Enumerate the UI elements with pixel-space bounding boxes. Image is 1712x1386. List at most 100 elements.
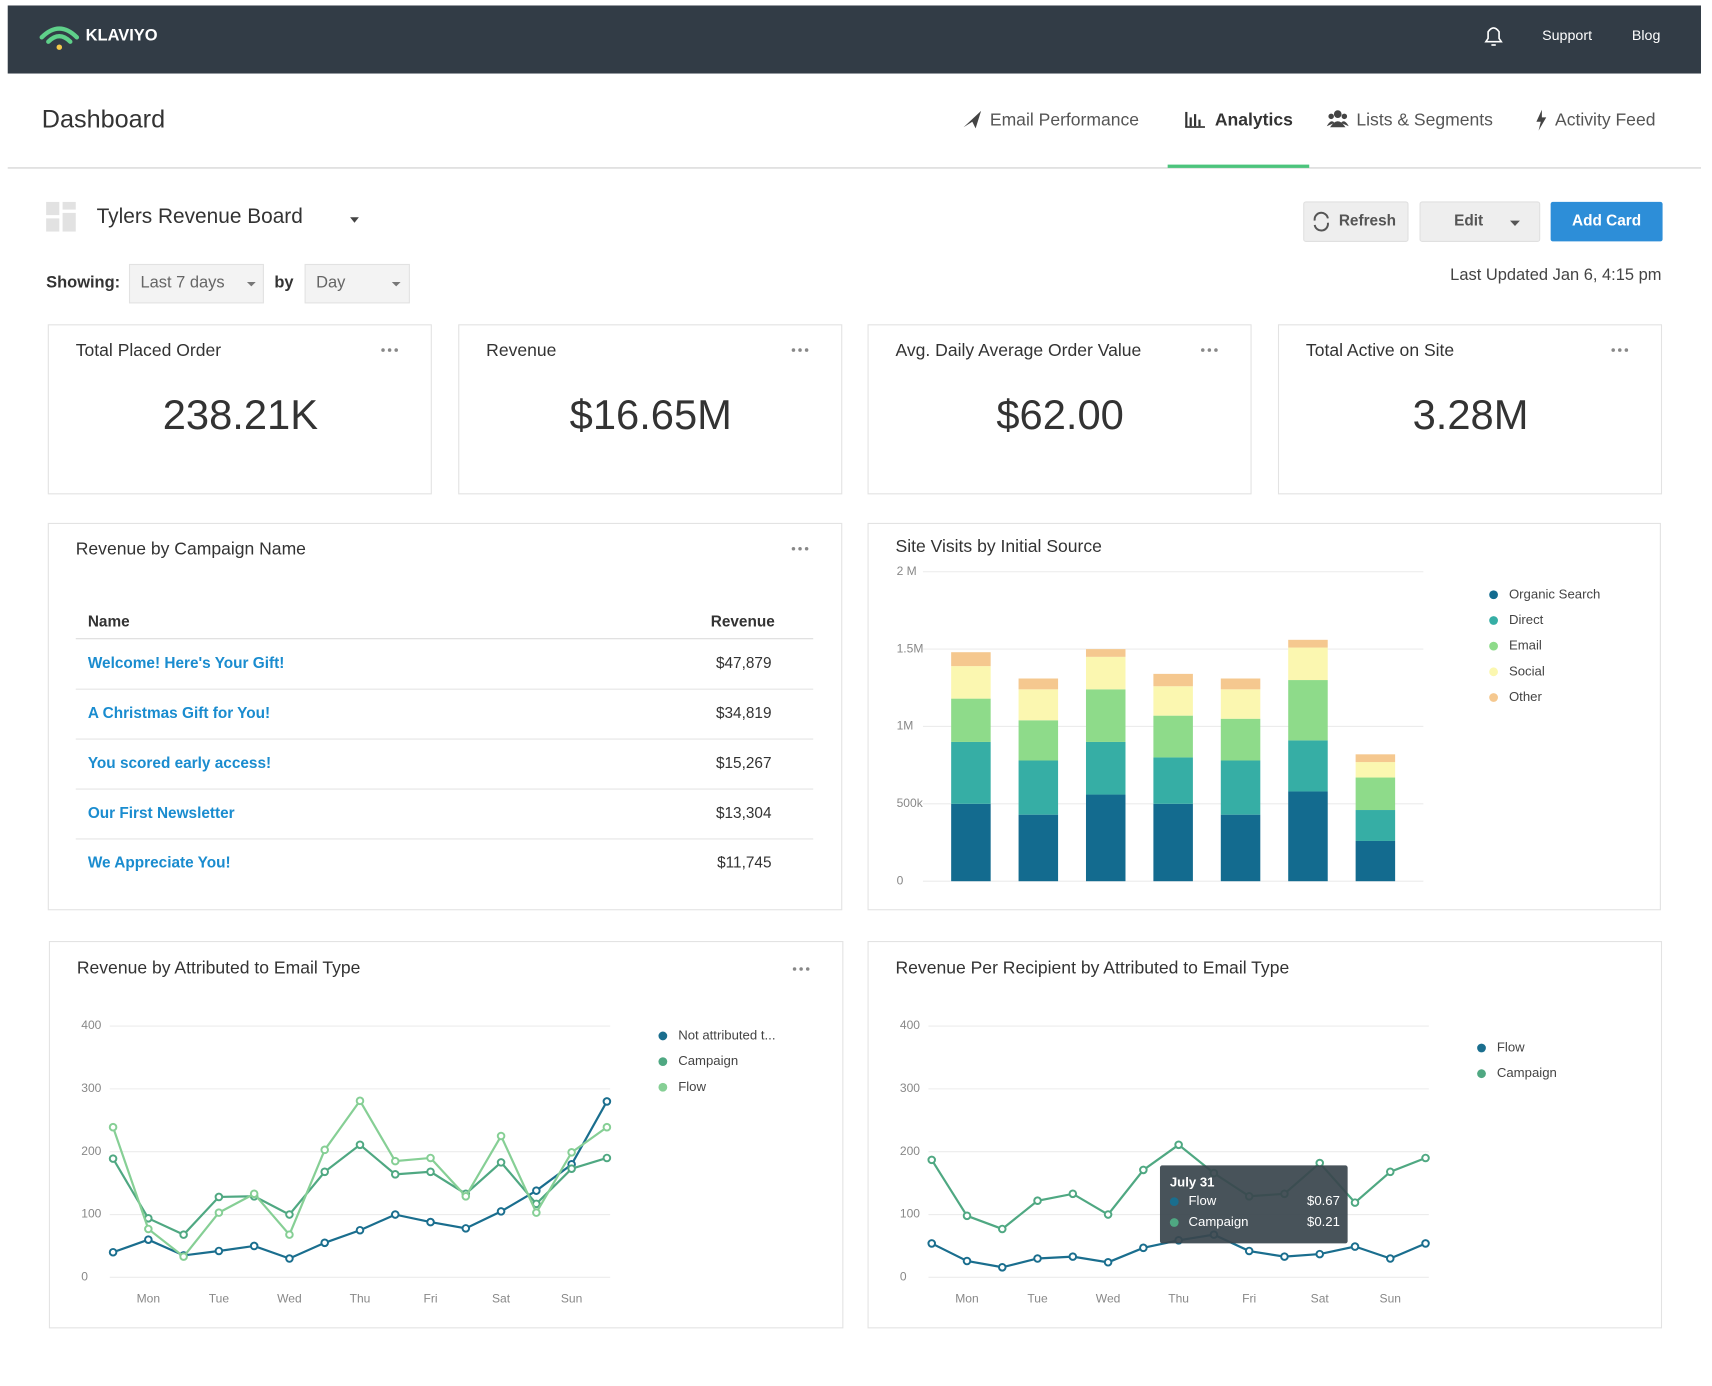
button-label[interactable]: Add Card <box>1572 213 1641 230</box>
bar-segment <box>951 652 991 667</box>
button-label[interactable]: Edit <box>1454 213 1483 230</box>
line-point <box>532 1186 541 1195</box>
bar-segment <box>1018 689 1059 721</box>
legend-label[interactable]: Campaign <box>1497 1065 1557 1080</box>
bell-icon[interactable] <box>1484 27 1503 46</box>
select-value[interactable]: Last 7 days <box>141 273 225 291</box>
bar-segment <box>1288 740 1328 792</box>
line-point <box>1068 1252 1078 1261</box>
legend-label[interactable]: Flow <box>1497 1039 1525 1054</box>
line-point <box>496 1158 506 1167</box>
line-point <box>461 1192 471 1201</box>
caret[interactable] <box>350 217 359 223</box>
logo-icon <box>39 26 80 50</box>
legend-swatch <box>658 1057 668 1067</box>
campaign-link[interactable]: You scored early access! <box>88 755 271 772</box>
menu-dot <box>799 967 803 971</box>
kpi-value: $62.00 <box>996 391 1124 438</box>
campaign-link[interactable]: We Appreciate You! <box>88 855 231 872</box>
button-label[interactable]: Refresh <box>1339 213 1396 230</box>
card-title: Revenue by Attributed to Email Type <box>77 958 361 978</box>
line-point <box>1033 1196 1042 1205</box>
revenue-cell: $34,819 <box>716 705 772 722</box>
legend-label[interactable]: Direct <box>1509 612 1544 627</box>
line-point <box>426 1217 435 1227</box>
card-menu[interactable] <box>1611 348 1629 352</box>
legend-label[interactable]: Email <box>1509 638 1542 653</box>
kpi-value: 3.28M <box>1413 391 1529 438</box>
refresh-icon <box>1313 211 1329 232</box>
board-name[interactable]: Tylers Revenue Board <box>97 205 303 228</box>
logo-text[interactable]: KLAVIYO <box>86 27 158 45</box>
card-menu[interactable] <box>792 967 810 971</box>
campaign-link[interactable]: Welcome! Here's Your Gift! <box>88 655 285 672</box>
card-title: Revenue Per Recipient by Attributed to E… <box>896 958 1290 978</box>
legend-label[interactable]: Flow <box>678 1079 706 1094</box>
header-link[interactable]: Support <box>1542 28 1592 44</box>
line-point <box>426 1167 435 1177</box>
x-tick-label: Sat <box>492 1291 511 1305</box>
legend-label[interactable]: Other <box>1509 689 1543 704</box>
bar-segment <box>951 803 991 882</box>
line-point <box>390 1156 400 1166</box>
legend-swatch <box>1477 1069 1486 1079</box>
card-menu[interactable] <box>381 348 398 352</box>
line-point <box>1103 1210 1113 1219</box>
bar-segment <box>1220 760 1261 815</box>
line-point <box>1103 1258 1113 1267</box>
x-tick-label: Fri <box>423 1291 437 1305</box>
y-tick-label: 0 <box>900 1270 907 1284</box>
legend-swatch <box>1489 667 1498 677</box>
tab-icon <box>1326 110 1349 128</box>
page-title: Dashboard <box>42 105 165 133</box>
bar-segment <box>1018 678 1059 690</box>
nav-tab[interactable]: Activity Feed <box>1555 109 1655 129</box>
x-tick-label: Sat <box>1311 1291 1330 1305</box>
line-point <box>496 1131 506 1141</box>
line-point <box>602 1097 612 1106</box>
line-point <box>532 1208 541 1217</box>
button[interactable] <box>1419 201 1541 242</box>
line-point <box>1033 1254 1042 1263</box>
select[interactable] <box>304 263 410 304</box>
nav-tab[interactable]: Email Performance <box>990 109 1139 129</box>
legend-label[interactable]: Social <box>1509 663 1545 678</box>
x-tick-label: Mon <box>137 1291 160 1305</box>
kpi-card <box>458 324 843 495</box>
tooltip-name: Flow <box>1189 1193 1217 1208</box>
select-value[interactable]: Day <box>316 273 346 291</box>
legend-label[interactable]: Organic Search <box>1509 586 1600 601</box>
header-link[interactable]: Blog <box>1632 28 1661 44</box>
card-menu[interactable] <box>791 348 809 352</box>
active-tab-underline <box>1167 164 1310 168</box>
legend-swatch <box>658 1031 668 1041</box>
kpi-title: Total Placed Order <box>76 340 221 360</box>
bar-segment <box>1355 810 1396 841</box>
y-tick-label: 200 <box>81 1144 101 1158</box>
campaign-link[interactable]: Our First Newsletter <box>88 805 235 822</box>
menu-dot <box>1207 348 1212 352</box>
line-point <box>1139 1165 1148 1175</box>
legend-label[interactable]: Not attributed t... <box>678 1027 775 1042</box>
legend-swatch <box>658 1082 668 1092</box>
last-updated: Last Updated Jan 6, 4:15 pm <box>1450 266 1661 284</box>
y-tick-label: 0 <box>81 1270 88 1284</box>
line-point <box>1385 1254 1395 1263</box>
nav-tab[interactable]: Analytics <box>1215 109 1293 129</box>
caret <box>391 282 401 287</box>
select[interactable] <box>128 263 264 304</box>
y-tick-label: 100 <box>81 1207 101 1221</box>
button[interactable] <box>1303 201 1409 242</box>
legend-label[interactable]: Campaign <box>678 1053 738 1068</box>
line-point <box>1315 1158 1325 1168</box>
card-menu[interactable] <box>1201 348 1218 352</box>
nav-tab[interactable]: Lists & Segments <box>1356 109 1493 129</box>
bar-segment <box>951 698 991 742</box>
line-point <box>1421 1153 1430 1163</box>
card-menu[interactable] <box>791 546 809 551</box>
kpi-title: Avg. Daily Average Order Value <box>896 340 1142 360</box>
button[interactable] <box>1550 201 1663 242</box>
filter-label: by <box>274 273 294 291</box>
kpi-card <box>867 324 1252 495</box>
campaign-link[interactable]: A Christmas Gift for You! <box>88 705 270 722</box>
